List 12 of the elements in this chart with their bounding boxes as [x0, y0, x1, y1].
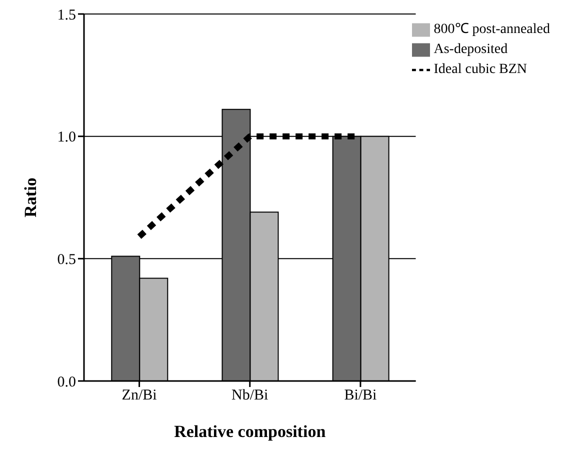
- x-tick-label: Zn/Bi: [122, 388, 157, 404]
- y-tick-label: 1.0: [57, 130, 76, 146]
- legend-label: 800℃ post-annealed: [434, 22, 550, 37]
- y-tick-label: 0.0: [57, 374, 76, 390]
- y-tick-label: 1.5: [57, 7, 76, 24]
- legend-label: Ideal cubic BZN: [434, 62, 528, 77]
- y-axis-title: Ratio: [21, 178, 40, 218]
- x-tick-label: Nb/Bi: [232, 388, 268, 404]
- y-tick-label: 0.5: [57, 252, 76, 268]
- legend-label: As-deposited: [434, 42, 508, 57]
- x-axis-title: Relative composition: [174, 422, 326, 441]
- x-tick-label: Bi/Bi: [344, 388, 377, 404]
